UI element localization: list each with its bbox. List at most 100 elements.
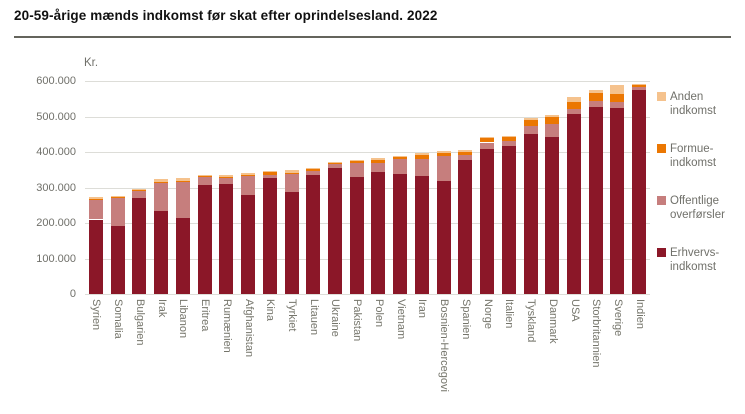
x-axis-label-norge: Norge: [481, 299, 494, 329]
x-axis-label-ukraine: Ukraine: [329, 299, 342, 337]
bar-segment-anden-indkomst-storbritannien: [588, 89, 603, 94]
y-tick-label: 600.000: [36, 75, 76, 87]
x-axis-label-vietnam: Vietnam: [394, 299, 407, 340]
bar-segment-offentlige-overf-rsler-bulgarien: [132, 190, 147, 199]
bar-segment-offentlige-overf-rsler-sverige: [610, 101, 625, 109]
legend-swatch-anden-indkomst: [657, 92, 666, 101]
bar-segment-erhvervsindkomst-pakistan: [349, 177, 364, 294]
x-axis-label-irak: Irak: [155, 299, 168, 318]
bar-segment-formueindkomst-afghanistan: [241, 174, 255, 176]
chart-title: 20-59-årige mænds indkomst før skat efte…: [14, 8, 438, 23]
x-axis-label-storbritannien: Storbritannien: [590, 299, 603, 368]
x-axis-label-rum-nien: Rumænien: [220, 299, 233, 353]
bar-segment-anden-indkomst-litauen: [306, 168, 321, 170]
bar-segment-formueindkomst-indien: [632, 85, 647, 87]
bar-segment-offentlige-overf-rsler-indien: [632, 87, 647, 90]
x-axis-label-eritrea: Eritrea: [199, 299, 212, 332]
bar-segment-erhvervsindkomst-bosnien-hercegovi: [436, 181, 451, 294]
bar-segment-erhvervsindkomst-bulgarien: [132, 198, 147, 294]
x-axis-label-danmark: Danmark: [546, 299, 559, 344]
bar-segment-erhvervsindkomst-norge: [480, 148, 494, 294]
bar-segment-offentlige-overf-rsler-libanon: [175, 182, 190, 218]
bar-segment-erhvervsindkomst-iran: [414, 176, 429, 294]
bar-segment-offentlige-overf-rsler-spanien: [458, 154, 473, 160]
gridline-600.000: [85, 81, 650, 82]
bar-segment-formueindkomst-italien: [501, 137, 516, 141]
bar-segment-erhvervsindkomst-indien: [632, 89, 647, 294]
bar-segment-formueindkomst-syrien: [88, 199, 103, 200]
bar-segment-erhvervsindkomst-vietnam: [393, 174, 408, 294]
x-axis-label-spanien: Spanien: [459, 299, 472, 340]
bar-segment-erhvervsindkomst-libanon: [175, 217, 190, 294]
bar-segment-erhvervsindkomst-tyrkiet: [284, 192, 299, 294]
bar-segment-anden-indkomst-bulgarien: [132, 188, 147, 190]
bar-segment-formueindkomst-libanon: [175, 181, 190, 183]
x-axis-label-italien: Italien: [503, 299, 516, 329]
bar-segment-formueindkomst-storbritannien: [588, 93, 603, 102]
x-axis-label-afghanistan: Afghanistan: [242, 299, 255, 358]
bar-segment-offentlige-overf-rsler-vietnam: [393, 159, 408, 174]
bar-segment-anden-indkomst-bosnien-hercegovi: [436, 151, 451, 153]
bar-segment-anden-indkomst-irak: [154, 179, 169, 183]
bar-segment-erhvervsindkomst-litauen: [306, 175, 321, 294]
bar-segment-anden-indkomst-norge: [480, 136, 494, 139]
gridline-500.000: [85, 116, 650, 118]
bar-segment-offentlige-overf-rsler-litauen: [306, 170, 321, 176]
y-tick-label: 0: [69, 288, 76, 300]
gridline-400.000: [85, 152, 650, 153]
bar-segment-formueindkomst-rum-nien: [219, 176, 234, 178]
legend-swatch-offentlige-overfoersler: [657, 196, 666, 205]
bar-segment-erhvervsindkomst-sverige: [610, 108, 625, 294]
legend-label-offentlige-overfoersler: Offentlige overførsler: [670, 195, 725, 221]
bar-segment-anden-indkomst-italien: [501, 135, 516, 138]
bar-segment-offentlige-overf-rsler-eritrea: [197, 176, 212, 185]
bar-segment-anden-indkomst-syrien: [88, 197, 103, 200]
bar-segment-formueindkomst-vietnam: [393, 157, 408, 160]
y-tick-label: 400.000: [36, 146, 76, 158]
bar-segment-erhvervsindkomst-spanien: [458, 159, 473, 294]
gridline-300.000: [85, 187, 650, 189]
bar-segment-erhvervsindkomst-ukraine: [327, 167, 342, 294]
bar-segment-formueindkomst-iran: [414, 155, 429, 159]
title-separator: [14, 36, 731, 38]
bar-segment-anden-indkomst-spanien: [458, 150, 473, 152]
bar-segment-formueindkomst-tyrkiet: [284, 172, 299, 175]
x-axis-label-litauen: Litauen: [307, 299, 320, 336]
bar-segment-offentlige-overf-rsler-bosnien-hercegovi: [436, 156, 451, 182]
bar-segment-anden-indkomst-danmark: [545, 114, 560, 118]
x-axis-label-bulgarien: Bulgarien: [133, 299, 146, 346]
bar-segment-anden-indkomst-eritrea: [197, 175, 212, 177]
x-axis-label-indien: Indien: [633, 299, 646, 329]
gridline-0: [85, 294, 650, 295]
bar-segment-formueindkomst-pakistan: [349, 161, 364, 163]
bar-segment-anden-indkomst-libanon: [175, 178, 190, 182]
bar-segment-offentlige-overf-rsler-norge: [480, 142, 494, 149]
bar-segment-erhvervsindkomst-italien: [501, 145, 516, 294]
bar-segment-formueindkomst-danmark: [545, 117, 560, 124]
x-axis-label-sverige: Sverige: [611, 299, 624, 337]
legend-label-erhvervs-indkomst: Erhvervs-indkomst: [670, 247, 720, 273]
bar-segment-offentlige-overf-rsler-tyskland: [523, 126, 538, 134]
y-axis-unit-label: Kr.: [84, 57, 99, 69]
x-axis-label-bosnien-hercegovi: Bosnien-Hercegovi: [438, 299, 451, 392]
bar-segment-offentlige-overf-rsler-iran: [414, 158, 429, 177]
bar-segment-anden-indkomst-tyskland: [523, 118, 538, 120]
x-axis-label-libanon: Libanon: [177, 299, 190, 339]
bar-segment-erhvervsindkomst-irak: [154, 211, 169, 294]
bar-segment-offentlige-overf-rsler-tyrkiet: [284, 174, 299, 193]
bar-segment-anden-indkomst-vietnam: [393, 155, 408, 158]
x-axis-label-iran: Iran: [416, 299, 429, 318]
legend-item-anden-indkomst: Anden indkomst: [657, 90, 745, 118]
bar-segment-offentlige-overf-rsler-danmark: [545, 123, 560, 137]
x-axis-label-somalia: Somalia: [112, 299, 125, 339]
bar-segment-formueindkomst-kina: [262, 172, 277, 176]
bar-segment-formueindkomst-irak: [154, 182, 169, 183]
bar-segment-formueindkomst-norge: [480, 138, 494, 143]
bar-segment-anden-indkomst-sverige: [610, 85, 625, 95]
x-axis-label-pakistan: Pakistan: [351, 299, 364, 342]
bar-segment-offentlige-overf-rsler-syrien: [88, 199, 103, 220]
y-tick-label: 200.000: [36, 217, 76, 229]
bar-segment-offentlige-overf-rsler-afghanistan: [241, 175, 255, 196]
bar-segment-erhvervsindkomst-afghanistan: [241, 195, 255, 294]
